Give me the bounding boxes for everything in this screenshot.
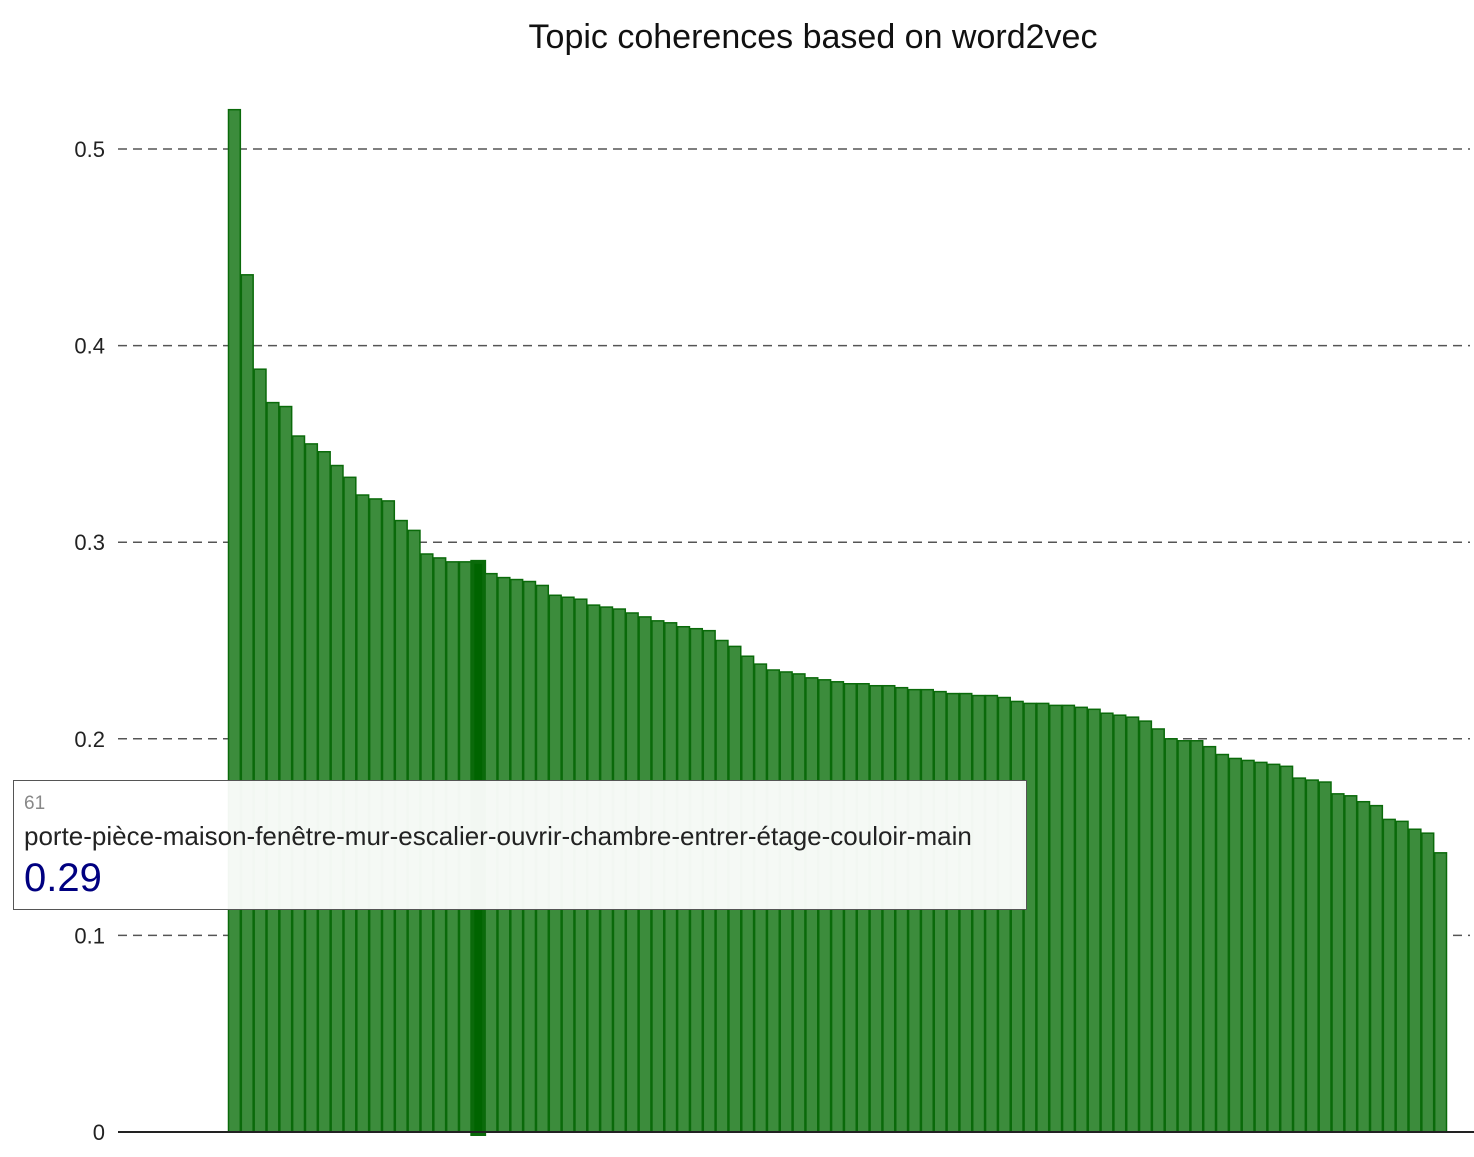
bar[interactable] — [1048, 704, 1063, 1133]
bar[interactable] — [1344, 795, 1358, 1133]
bar[interactable] — [997, 696, 1011, 1133]
bar[interactable] — [1267, 763, 1281, 1133]
bar[interactable] — [1241, 759, 1255, 1133]
bar[interactable] — [1382, 818, 1396, 1133]
bar[interactable] — [907, 688, 922, 1133]
bar[interactable] — [1395, 820, 1409, 1133]
bar[interactable] — [1023, 702, 1037, 1133]
bar[interactable] — [984, 694, 999, 1133]
bar[interactable] — [1164, 738, 1178, 1133]
bar[interactable] — [1228, 757, 1242, 1133]
bar[interactable] — [1036, 702, 1050, 1133]
bar[interactable] — [1279, 765, 1294, 1133]
bar[interactable] — [1421, 832, 1435, 1133]
bar[interactable] — [971, 694, 986, 1133]
y-tick-label: 0.5 — [74, 137, 105, 162]
bar[interactable] — [1138, 720, 1153, 1133]
bar[interactable] — [1190, 740, 1204, 1133]
bar[interactable] — [920, 688, 934, 1133]
bar[interactable] — [266, 401, 280, 1133]
bar[interactable] — [1292, 777, 1307, 1133]
bar[interactable] — [1125, 716, 1140, 1133]
bar[interactable] — [1113, 714, 1127, 1133]
bar[interactable] — [240, 274, 254, 1133]
bar[interactable] — [1356, 800, 1371, 1133]
bars[interactable] — [227, 108, 1448, 1136]
bar[interactable] — [1177, 740, 1191, 1133]
bar[interactable] — [1151, 728, 1165, 1133]
y-tick-label: 0.4 — [74, 334, 105, 359]
bar[interactable] — [1331, 793, 1345, 1133]
bar[interactable] — [1408, 828, 1422, 1133]
bar[interactable] — [253, 368, 267, 1133]
bar[interactable] — [1318, 781, 1332, 1133]
bar[interactable] — [279, 405, 293, 1133]
bar[interactable] — [1061, 704, 1076, 1133]
bar[interactable] — [1215, 753, 1230, 1133]
bar[interactable] — [1305, 779, 1319, 1133]
bar[interactable] — [1074, 706, 1088, 1133]
hover-tooltip: 61 porte-pièce-maison-fenêtre-mur-escali… — [13, 780, 1027, 910]
y-tick-label: 0.2 — [74, 727, 105, 752]
bar[interactable] — [1087, 708, 1101, 1133]
bar[interactable] — [1254, 761, 1268, 1133]
bar[interactable] — [1369, 804, 1384, 1133]
bar[interactable] — [1433, 852, 1448, 1133]
y-tick-label: 0.3 — [74, 530, 105, 555]
bar[interactable] — [946, 692, 960, 1133]
tooltip-topic-index: 61 — [24, 793, 46, 814]
y-tick-label: 0.1 — [74, 923, 105, 948]
bar[interactable] — [1010, 700, 1024, 1133]
bar[interactable] — [1100, 712, 1114, 1133]
bar[interactable] — [1202, 745, 1217, 1133]
bar[interactable] — [933, 690, 947, 1133]
chart-title: Topic coherences based on word2vec — [529, 18, 1098, 56]
bar[interactable] — [227, 108, 242, 1133]
y-tick-label: 0 — [93, 1120, 105, 1145]
bar[interactable] — [959, 692, 973, 1133]
tooltip-topic-words: porte-pièce-maison-fenêtre-mur-escalier-… — [24, 821, 972, 851]
tooltip-coherence-value: 0.29 — [24, 856, 102, 900]
y-axis: 0 0.1 0.2 0.3 0.4 0.5 — [74, 137, 105, 1145]
